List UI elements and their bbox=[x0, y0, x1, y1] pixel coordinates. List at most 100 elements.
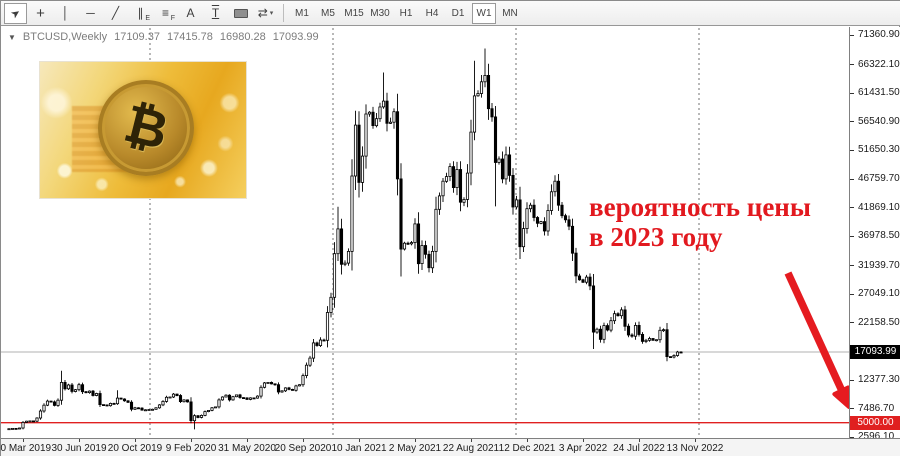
annotation-line-1: вероятность цены bbox=[589, 192, 811, 222]
time-axis[interactable]: 10 Mar 2019 30 Jun 2019 20 Oct 2019 9 Feb 2… bbox=[0, 438, 900, 456]
price-tick-label: 2596.10 bbox=[858, 431, 895, 443]
vertical-line-tool[interactable]: │ bbox=[54, 3, 77, 24]
bitcoin-coin-icon: ₿ bbox=[98, 80, 194, 176]
date-tick bbox=[303, 439, 304, 442]
collapse-triangle-icon[interactable]: ▼ bbox=[8, 33, 16, 42]
symbol-label: BTCUSD,Weekly bbox=[22, 31, 108, 43]
price-tick-label: 71360.90 bbox=[858, 29, 900, 41]
timeframe-button-m30[interactable]: M30 bbox=[370, 7, 390, 19]
timeframe-button-m1[interactable]: M1 bbox=[295, 7, 309, 19]
price-tick bbox=[850, 408, 854, 410]
price-tick bbox=[850, 322, 854, 324]
vertical-line-icon: │ bbox=[61, 6, 70, 20]
bid-price-box: 17093.99 bbox=[850, 344, 900, 359]
date-tick-label: 3 Apr 2022 bbox=[558, 443, 608, 454]
equidistant-channel-icon: ∥ bbox=[137, 6, 144, 20]
price-tick-label: 66322.10 bbox=[858, 58, 900, 70]
trendline-tool[interactable]: ╱ bbox=[104, 3, 127, 24]
date-tick bbox=[695, 439, 696, 442]
price-tick-label: 51650.30 bbox=[858, 144, 900, 156]
horizontal-line-tool[interactable]: ─ bbox=[79, 3, 102, 24]
timeframe-button-m5[interactable]: M5 bbox=[321, 7, 335, 19]
date-tick-label: 2 May 2021 bbox=[388, 443, 442, 454]
price-tick-label: 7486.70 bbox=[858, 402, 895, 414]
price-axis[interactable]: 71360.90 66322.10 61431.50 56540.90 51650.30… bbox=[849, 27, 900, 442]
date-tick bbox=[639, 439, 640, 442]
horizontal-line-icon: ─ bbox=[86, 6, 95, 20]
date-tick bbox=[247, 439, 248, 442]
text-icon: A bbox=[186, 6, 195, 20]
ohlc-open: 17109.37 bbox=[114, 31, 160, 43]
date-tick-label: 24 Jul 2022 bbox=[613, 443, 665, 454]
date-tick-label: 9 Feb 2020 bbox=[165, 443, 217, 454]
cursor-icon: ➤ bbox=[8, 5, 24, 21]
date-tick-label: 13 Nov 2022 bbox=[666, 443, 724, 454]
price-tick-label: 31939.70 bbox=[858, 259, 900, 271]
date-tick-label: 31 May 2020 bbox=[218, 443, 276, 454]
date-tick-label: 12 Dec 2021 bbox=[498, 443, 556, 454]
text-tool[interactable]: A bbox=[179, 3, 202, 24]
fibonacci-retracement-tool[interactable]: ≡ F bbox=[154, 3, 177, 24]
cursor-tool[interactable]: ➤ bbox=[4, 2, 27, 24]
price-tick bbox=[850, 149, 854, 151]
price-tick bbox=[850, 92, 854, 94]
date-tick-label: 20 Oct 2019 bbox=[107, 443, 163, 454]
date-tick bbox=[415, 439, 416, 442]
ohlc-high: 17415.78 bbox=[166, 31, 213, 43]
chart-header: ▼ BTCUSD,Weekly 17109.37 17415.78 16980.… bbox=[8, 31, 319, 43]
date-tick bbox=[471, 439, 472, 442]
bitcoin-image: ₿ bbox=[39, 61, 247, 199]
date-tick bbox=[79, 439, 80, 442]
toolbar: ➤ + │ ─ ╱ ∥ E ≡ F A T ⇄ ▾ M1 M5 M15 M30 H1 H4 D1 W1 MN bbox=[1, 1, 900, 26]
price-tick-label: 12377.30 bbox=[858, 374, 900, 386]
date-tick-label: 20 Sep 2020 bbox=[274, 443, 332, 454]
timeframe-button-h4[interactable]: H4 bbox=[425, 7, 439, 19]
trendline-icon: ╱ bbox=[111, 6, 120, 20]
price-tick bbox=[850, 293, 854, 295]
fibonacci-retracement-icon: ≡ bbox=[161, 6, 169, 20]
arrows-tool[interactable]: ⇄ ▾ bbox=[254, 3, 277, 24]
price-tick bbox=[850, 121, 854, 123]
annotation-line-2: в 2023 году bbox=[589, 221, 723, 252]
equidistant-channel-tool[interactable]: ∥ E bbox=[129, 3, 152, 24]
crosshair-icon: + bbox=[36, 4, 45, 22]
rectangle-icon bbox=[233, 8, 248, 18]
price-tick bbox=[850, 436, 854, 438]
dropdown-arrow-icon[interactable]: ▾ bbox=[269, 10, 274, 17]
tool-subscript: F bbox=[170, 14, 175, 22]
arrows-icon: ⇄ bbox=[257, 6, 268, 20]
price-tick bbox=[850, 178, 854, 180]
date-tick bbox=[191, 439, 192, 442]
price-tick bbox=[850, 265, 854, 267]
price-tick bbox=[850, 379, 854, 381]
date-tick bbox=[359, 439, 360, 442]
annotation-text[interactable]: вероятность цены в 2023 году bbox=[589, 192, 851, 252]
timeframe-button-m15[interactable]: M15 bbox=[344, 7, 364, 19]
date-tick bbox=[23, 439, 24, 442]
toolbar-separator bbox=[283, 4, 284, 22]
price-tick bbox=[850, 207, 854, 209]
ohlc-low: 16980.28 bbox=[219, 31, 266, 43]
text-label-icon: T bbox=[211, 6, 220, 20]
toolbar-tools: ➤ + │ ─ ╱ ∥ E ≡ F A T ⇄ ▾ bbox=[3, 2, 278, 24]
price-tick-label: 46759.70 bbox=[858, 173, 900, 185]
date-tick-label: 10 Jan 2021 bbox=[331, 443, 387, 454]
timeframe-button-h1[interactable]: H1 bbox=[399, 7, 413, 19]
timeframe-button-mn[interactable]: MN bbox=[502, 7, 518, 19]
price-tick-label: 36978.50 bbox=[858, 230, 900, 242]
price-tick-label: 27049.10 bbox=[858, 288, 900, 300]
price-tick bbox=[850, 34, 854, 36]
timeframe-button-d1[interactable]: D1 bbox=[451, 7, 465, 19]
date-tick-label: 30 Jun 2019 bbox=[51, 443, 107, 454]
crosshair-tool[interactable]: + bbox=[29, 3, 52, 24]
date-tick bbox=[527, 439, 528, 442]
tool-subscript: E bbox=[145, 14, 150, 22]
price-tick bbox=[850, 235, 854, 237]
price-tick bbox=[850, 64, 854, 66]
toolbar-timeframes: M1 M5 M15 M30 H1 H4 D1 W1 MN bbox=[289, 2, 523, 24]
price-tick-label: 41869.10 bbox=[858, 201, 900, 213]
shapes-tool[interactable] bbox=[229, 3, 252, 24]
text-label-tool[interactable]: T bbox=[204, 3, 227, 24]
timeframe-button-w1[interactable]: W1 bbox=[472, 2, 496, 24]
